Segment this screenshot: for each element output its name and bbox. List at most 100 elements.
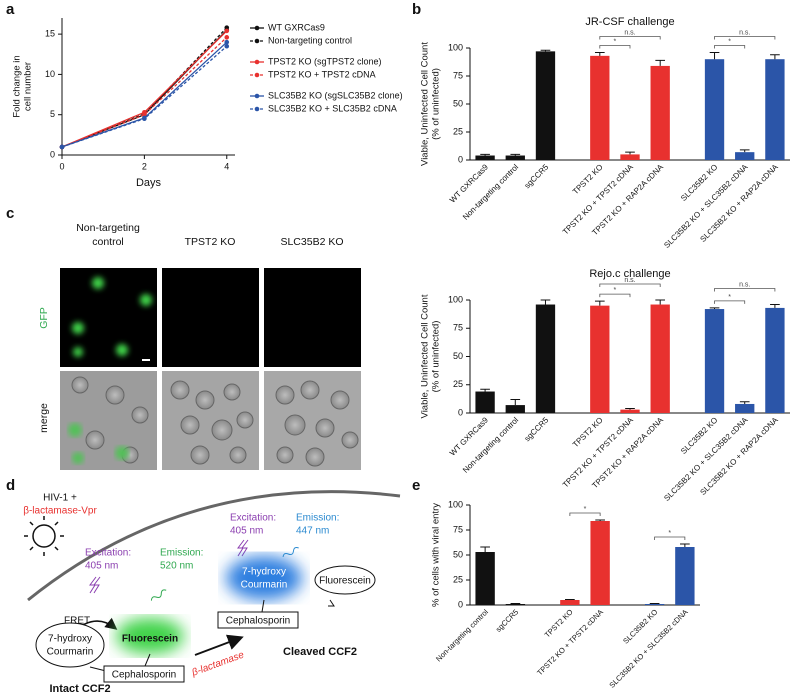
lightning: [89, 576, 101, 594]
series-line: [61, 29, 228, 148]
significance-bracket: [569, 512, 601, 516]
emission-label: Emission:: [160, 548, 203, 559]
x-tick-label: Non-targeting control: [434, 607, 490, 663]
x-tick-label: 0: [59, 161, 64, 171]
coumarin-label: Courmarin: [241, 580, 288, 591]
y-tick-label: 50: [453, 549, 463, 559]
y-tick-label: 10: [45, 69, 55, 79]
y-tick-label: 100: [448, 499, 463, 509]
merge-cells: [68, 376, 149, 464]
error-bar: [625, 407, 635, 410]
emission-label: Emission:: [296, 513, 339, 524]
column-header: TPST2 KO: [185, 236, 236, 248]
gfp-image: [162, 268, 259, 367]
bar: [675, 547, 695, 605]
series-line: [61, 30, 228, 148]
bar: [560, 600, 580, 605]
y-axis-label: cell number: [23, 62, 34, 111]
bar: [475, 552, 495, 605]
x-tick-label: sgCCR5: [523, 162, 551, 190]
bar: [704, 59, 725, 161]
column-header: control: [92, 236, 124, 248]
bar: [765, 307, 785, 413]
fluorescein-label: Fluorescein: [319, 576, 371, 587]
coumarin-glow: [226, 556, 302, 600]
fluorescein-label: Fluorescein: [122, 634, 178, 645]
error-bar: [594, 51, 605, 56]
emission-wave: [150, 589, 167, 601]
bar: [590, 521, 610, 605]
x-tick-label: sgCCR5: [523, 415, 551, 443]
bar: [620, 409, 640, 413]
error-bar: [540, 299, 551, 305]
y-tick-label: 0: [458, 599, 463, 609]
emission-wave: [282, 546, 299, 558]
excitation-label: Excitation:: [230, 513, 276, 524]
data-point: [59, 144, 65, 150]
legend-label: TPST2 KO + TPST2 cDNA: [268, 69, 376, 79]
bar: [704, 309, 725, 413]
virus-label: β-lactamase-Vpr: [23, 506, 97, 517]
coumarin-label: Courmarin: [47, 647, 94, 658]
significance-bracket: [654, 536, 686, 540]
error-bar: [739, 401, 750, 404]
data-point: [142, 116, 147, 122]
significance-label: n.s.: [739, 29, 750, 36]
bar: [535, 51, 556, 160]
series-line: [61, 41, 228, 148]
coumarin: [35, 622, 105, 668]
cephalosporin-label: Cephalosporin: [112, 670, 177, 681]
cephalosporin-label: Cephalosporin: [226, 616, 291, 627]
legend-marker: [254, 106, 260, 112]
y-tick-label: 75: [453, 70, 463, 80]
significance-bracket: [599, 293, 631, 298]
intact-label: Intact CCF2: [49, 683, 110, 694]
significance-label: n.s.: [624, 29, 635, 36]
significance-label: *: [614, 38, 617, 45]
x-tick-label: Non-targeting control: [461, 162, 520, 221]
y-axis-label: (% of uninfected): [431, 68, 442, 140]
significance-label: *: [728, 294, 731, 301]
significance-bracket: [714, 288, 776, 292]
y-axis-label: % of cells with viral entry: [431, 503, 442, 607]
panel-label: e: [412, 477, 420, 494]
bar: [650, 304, 670, 413]
row-header: merge: [38, 403, 50, 433]
error-bar: [625, 151, 635, 155]
significance-label: *: [668, 530, 671, 537]
row-header: GFP: [38, 307, 50, 329]
x-tick-label: TPST2 KO: [543, 607, 575, 639]
legend-marker: [254, 38, 260, 44]
ccf2-diagram: HIV-1 + β-lactamase-Vpr Excitation: 405 …: [23, 490, 401, 694]
significance-label: *: [614, 287, 617, 294]
bar: [620, 154, 640, 160]
virus-spikes: [24, 516, 64, 556]
error-bar: [655, 59, 666, 66]
chart-title: Rejo.c challenge: [589, 268, 670, 280]
significance-label: *: [584, 506, 587, 513]
significance-label: n.s.: [624, 277, 635, 284]
error-bar: [770, 54, 780, 60]
error-bar: [565, 599, 575, 600]
y-axis-label: Viable, Uninfected Cell Count: [420, 42, 431, 166]
legend-label: TPST2 KO (sgTPST2 clone): [268, 56, 382, 66]
error-bar: [649, 603, 660, 604]
virus: [32, 524, 56, 548]
fluorescein: [314, 565, 376, 595]
bar: [590, 305, 610, 413]
bar: [505, 405, 525, 413]
x-tick-label: 2: [142, 161, 147, 171]
coumarin-label: 7-hydroxy: [48, 634, 92, 645]
lightning: [237, 539, 249, 557]
significance-bracket: [714, 36, 776, 40]
excitation-label: Excitation:: [85, 548, 131, 559]
error-bar: [595, 519, 605, 521]
legend-marker: [254, 59, 260, 65]
error-bar: [480, 153, 490, 156]
error-bar: [655, 299, 666, 305]
y-tick-label: 50: [453, 351, 463, 361]
y-axis-label: (% of uninfected): [431, 321, 442, 393]
error-bar: [680, 543, 690, 547]
